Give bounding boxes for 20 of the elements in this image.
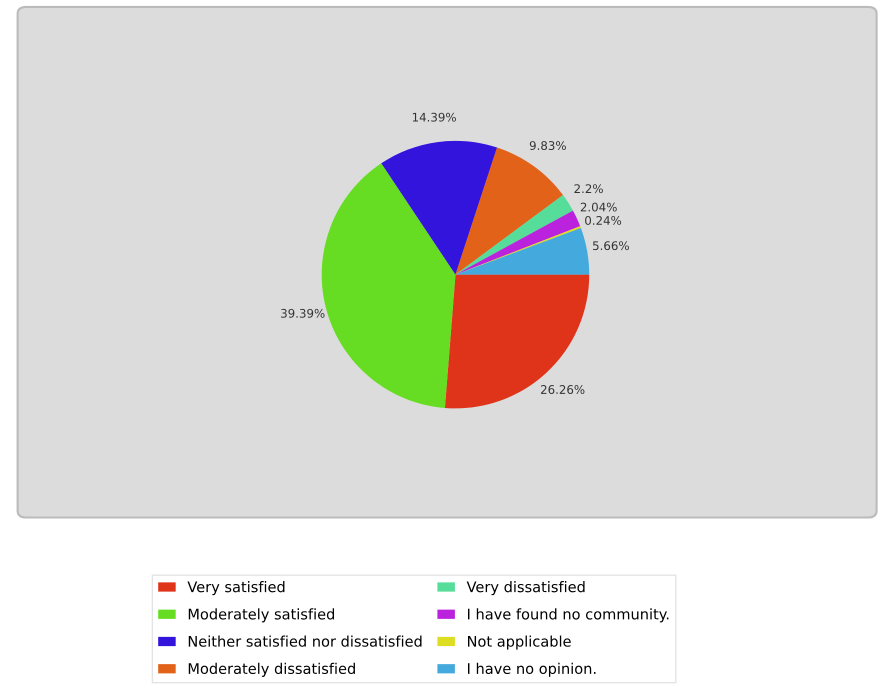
pie-slice — [444, 274, 590, 408]
legend-label: Moderately dissatisfied — [188, 662, 355, 677]
pie-slice — [455, 195, 573, 275]
legend-label: Not applicable — [468, 636, 571, 650]
pie-slice — [455, 210, 580, 275]
pie-slice — [381, 140, 498, 275]
data-label: 14.39% — [412, 112, 456, 122]
data-label: 2.2% — [574, 184, 603, 194]
data-label: 0.24% — [585, 216, 622, 225]
legend-label: Very dissatisfied — [466, 581, 585, 596]
data-label: 9.83% — [530, 141, 566, 150]
legend-label: Moderately satisfied — [188, 608, 334, 622]
legend-label: Neither satisfied nor dissatisfied — [188, 636, 422, 647]
data-label: 5.66% — [593, 241, 629, 250]
data-label: 2.04% — [580, 202, 617, 212]
legend-label: I have found no community. — [468, 608, 668, 622]
data-label: 39.39% — [281, 308, 325, 318]
data-label: 26.26% — [540, 385, 584, 394]
legend-label: Very satisfied — [187, 581, 284, 596]
legend-label: I have no opinion. — [468, 662, 596, 677]
